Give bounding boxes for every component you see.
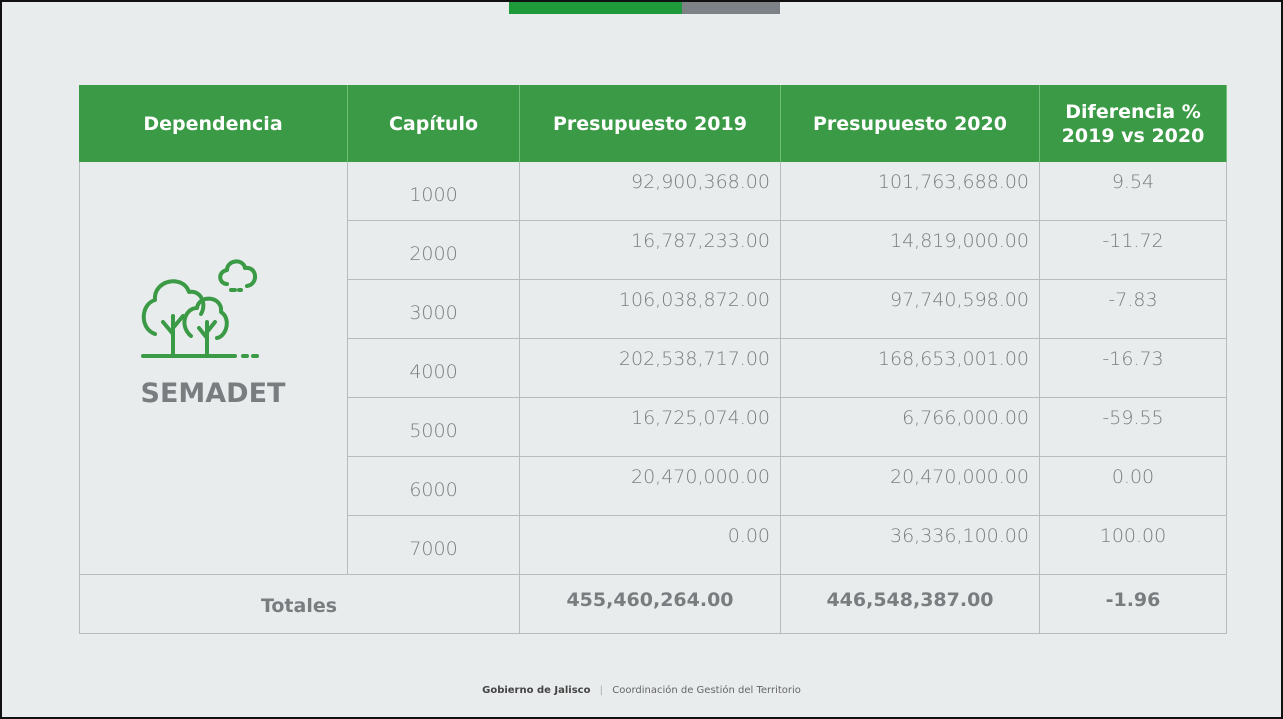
top-bar-gray (682, 2, 780, 14)
table-cell: 3000 (348, 280, 520, 339)
table-cell: 1000 (348, 162, 520, 221)
dependencia-label: SEMADET (140, 378, 286, 409)
totals-cell: 446,548,387.00 (781, 575, 1040, 634)
table-cell: 6000 (348, 457, 520, 516)
table-cell: 6,766,000.00 (781, 398, 1040, 457)
table-cell: 106,038,872.00 (520, 280, 781, 339)
table-cell: 20,470,000.00 (781, 457, 1040, 516)
table-cell: -16.73 (1040, 339, 1227, 398)
table-cell: 36,336,100.00 (781, 516, 1040, 575)
table-cell: -59.55 (1040, 398, 1227, 457)
table-cell: 7000 (348, 516, 520, 575)
table-cell: 168,653,001.00 (781, 339, 1040, 398)
totals-label: Totales (79, 575, 520, 634)
header-cell: Capítulo (348, 85, 520, 162)
table-cell: -11.72 (1040, 221, 1227, 280)
table-cell: 16,787,233.00 (520, 221, 781, 280)
table-cell: 0.00 (1040, 457, 1227, 516)
table-cell: 5000 (348, 398, 520, 457)
table-cell: 97,740,598.00 (781, 280, 1040, 339)
footer-separator: | (599, 685, 604, 696)
table-cell: 20,470,000.00 (520, 457, 781, 516)
table-cell: 9.54 (1040, 162, 1227, 221)
footer-left: Gobierno de Jalisco (482, 685, 591, 696)
header-cell: Presupuesto 2019 (520, 85, 781, 162)
totals-cell: -1.96 (1040, 575, 1227, 634)
semadet-icon (141, 259, 259, 358)
table-cell: 2000 (348, 221, 520, 280)
table-cell: 4000 (348, 339, 520, 398)
top-bar-green (509, 2, 682, 14)
header-cell: Diferencia % 2019 vs 2020 (1040, 85, 1227, 162)
header-cell: Dependencia (79, 85, 348, 162)
header-cell: Presupuesto 2020 (781, 85, 1040, 162)
table-cell: 202,538,717.00 (520, 339, 781, 398)
table-cell: 92,900,368.00 (520, 162, 781, 221)
table-cell: 100.00 (1040, 516, 1227, 575)
table-cell: 16,725,074.00 (520, 398, 781, 457)
table-left-border (79, 162, 80, 634)
totals-cell: 455,460,264.00 (520, 575, 781, 634)
table-cell: 101,763,688.00 (781, 162, 1040, 221)
table-cell: -7.83 (1040, 280, 1227, 339)
footer-right: Coordinación de Gestión del Territorio (612, 685, 801, 696)
table-cell: 0.00 (520, 516, 781, 575)
dependencia-cell: SEMADET (79, 162, 348, 575)
table-cell: 14,819,000.00 (781, 221, 1040, 280)
footer: Gobierno de Jalisco | Coordinación de Ge… (2, 685, 1281, 696)
